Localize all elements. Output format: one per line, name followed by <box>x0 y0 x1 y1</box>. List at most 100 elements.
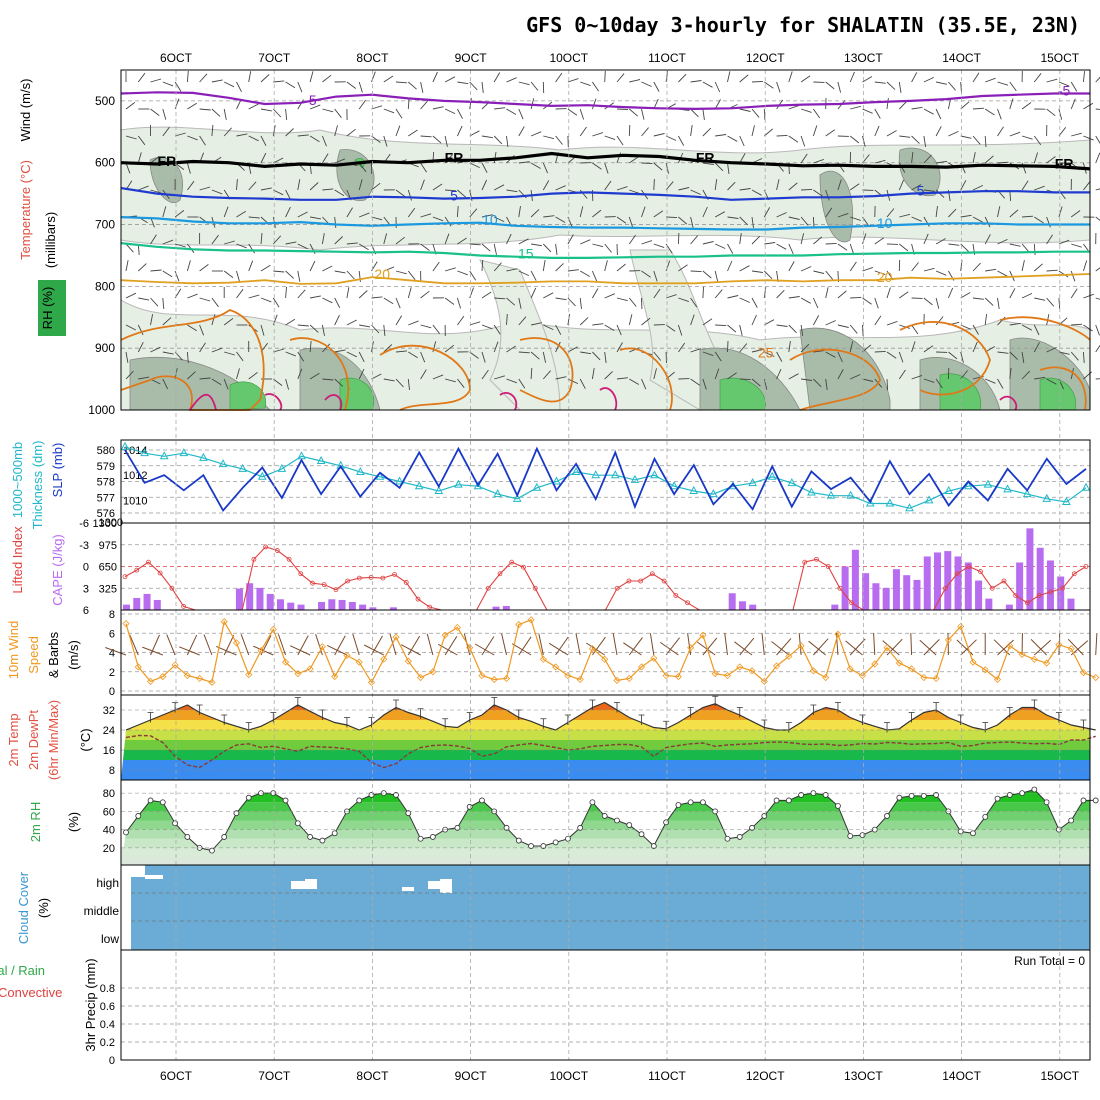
contour-label: -5 <box>304 92 317 108</box>
wind-barb <box>420 369 427 380</box>
wind-barb <box>469 208 478 218</box>
wind-barb <box>739 74 749 83</box>
wind-barb <box>739 265 750 272</box>
wind10-point <box>171 661 179 669</box>
wind-barb <box>1095 216 1100 221</box>
wind-barb <box>788 135 799 143</box>
wind-barb <box>506 77 517 83</box>
wind-barb <box>542 243 552 253</box>
thickness-point <box>1062 496 1071 505</box>
rh-point <box>356 797 363 804</box>
wind-barb <box>150 156 160 164</box>
li-point <box>814 556 819 562</box>
bottom-time-label: 6OCT <box>160 1069 193 1083</box>
wind10-point <box>993 675 1002 684</box>
rh-point <box>528 843 534 849</box>
wind10-point <box>822 673 830 682</box>
thickness-point <box>610 470 620 479</box>
wind-barb <box>862 344 872 353</box>
wind-barb <box>346 319 357 326</box>
wind-barb <box>531 243 542 247</box>
wind-barb <box>334 349 346 353</box>
cape-tick: 975 <box>99 540 117 552</box>
wind10-barb <box>734 641 753 656</box>
wind-barb <box>162 317 172 326</box>
rh-band <box>121 847 1090 857</box>
wind-barb <box>518 351 530 354</box>
contour-30-line <box>999 395 1018 411</box>
wind-barb <box>984 135 987 148</box>
wind-barb <box>310 216 321 220</box>
wind-barb <box>555 341 561 353</box>
wind-barb <box>935 316 944 326</box>
wind-barb <box>567 314 571 326</box>
cloud-level-high: high <box>96 876 119 890</box>
wind10-barb <box>548 642 569 656</box>
temp-band <box>121 750 1090 760</box>
wind-barb <box>125 324 137 331</box>
wind-barb <box>186 260 191 272</box>
wind-barb <box>542 162 549 174</box>
wind-barb <box>886 351 897 359</box>
contour-30-line <box>264 393 283 411</box>
wind10-point <box>760 677 768 685</box>
wind-barb <box>764 128 773 137</box>
wind-barb <box>874 297 879 309</box>
wind-barb <box>813 270 825 274</box>
wind-barb <box>174 210 185 218</box>
wind-barb <box>911 72 918 83</box>
wind-barb <box>567 269 579 272</box>
wind10-point <box>380 655 388 663</box>
wind-barb <box>1071 243 1082 248</box>
wind-barb <box>162 206 167 218</box>
wind-barb <box>579 126 587 137</box>
wind-barb <box>1021 292 1033 299</box>
wind-barb <box>960 214 972 218</box>
wind-barb <box>334 236 344 245</box>
wind-barb <box>285 286 287 299</box>
wind-barb <box>972 152 976 164</box>
contour-5-line <box>120 187 1090 201</box>
thickness-point <box>238 463 248 472</box>
wind-barb <box>776 81 781 93</box>
wind-barb <box>947 98 952 110</box>
cloud-gap <box>131 865 145 877</box>
thickness-point <box>846 490 855 499</box>
wind10-point <box>785 652 793 660</box>
wind-barb <box>898 100 908 110</box>
cape-bar <box>133 597 141 610</box>
wind-barb <box>899 243 909 252</box>
wind-barb <box>334 158 346 164</box>
wind10-point <box>257 647 265 655</box>
wind-tick: 2 <box>109 667 115 679</box>
wind-barb <box>579 297 582 309</box>
wind-barb <box>886 208 895 218</box>
wind-barb <box>579 317 589 326</box>
wind-barb <box>445 189 457 192</box>
thickness-tick: 578 <box>97 477 115 489</box>
wind-barb <box>420 290 430 299</box>
bottom-time-label: 9OCT <box>455 1069 488 1083</box>
wind-barb <box>1058 206 1063 218</box>
wind-barb <box>273 270 285 273</box>
wind-barb <box>727 340 729 353</box>
wind-barb <box>984 297 994 306</box>
wind-barb <box>1021 135 1033 140</box>
wind-barb <box>1046 269 1058 272</box>
wind-barb <box>788 296 800 299</box>
li-point <box>837 585 843 591</box>
wind-barb <box>825 287 829 299</box>
temp-minmax <box>761 719 768 730</box>
wind-barb <box>678 135 685 146</box>
wind-barb <box>948 130 959 137</box>
wind-barb <box>444 267 456 272</box>
rh-shade-dark <box>898 147 941 197</box>
wind10-point <box>208 678 216 686</box>
wind-barb <box>997 378 1004 389</box>
thickness-point <box>709 489 718 498</box>
wind-barb <box>886 98 889 110</box>
wind-barb <box>297 368 303 380</box>
wind-barb <box>591 98 597 110</box>
wind-barb <box>727 162 730 174</box>
wind-barb <box>297 243 308 250</box>
